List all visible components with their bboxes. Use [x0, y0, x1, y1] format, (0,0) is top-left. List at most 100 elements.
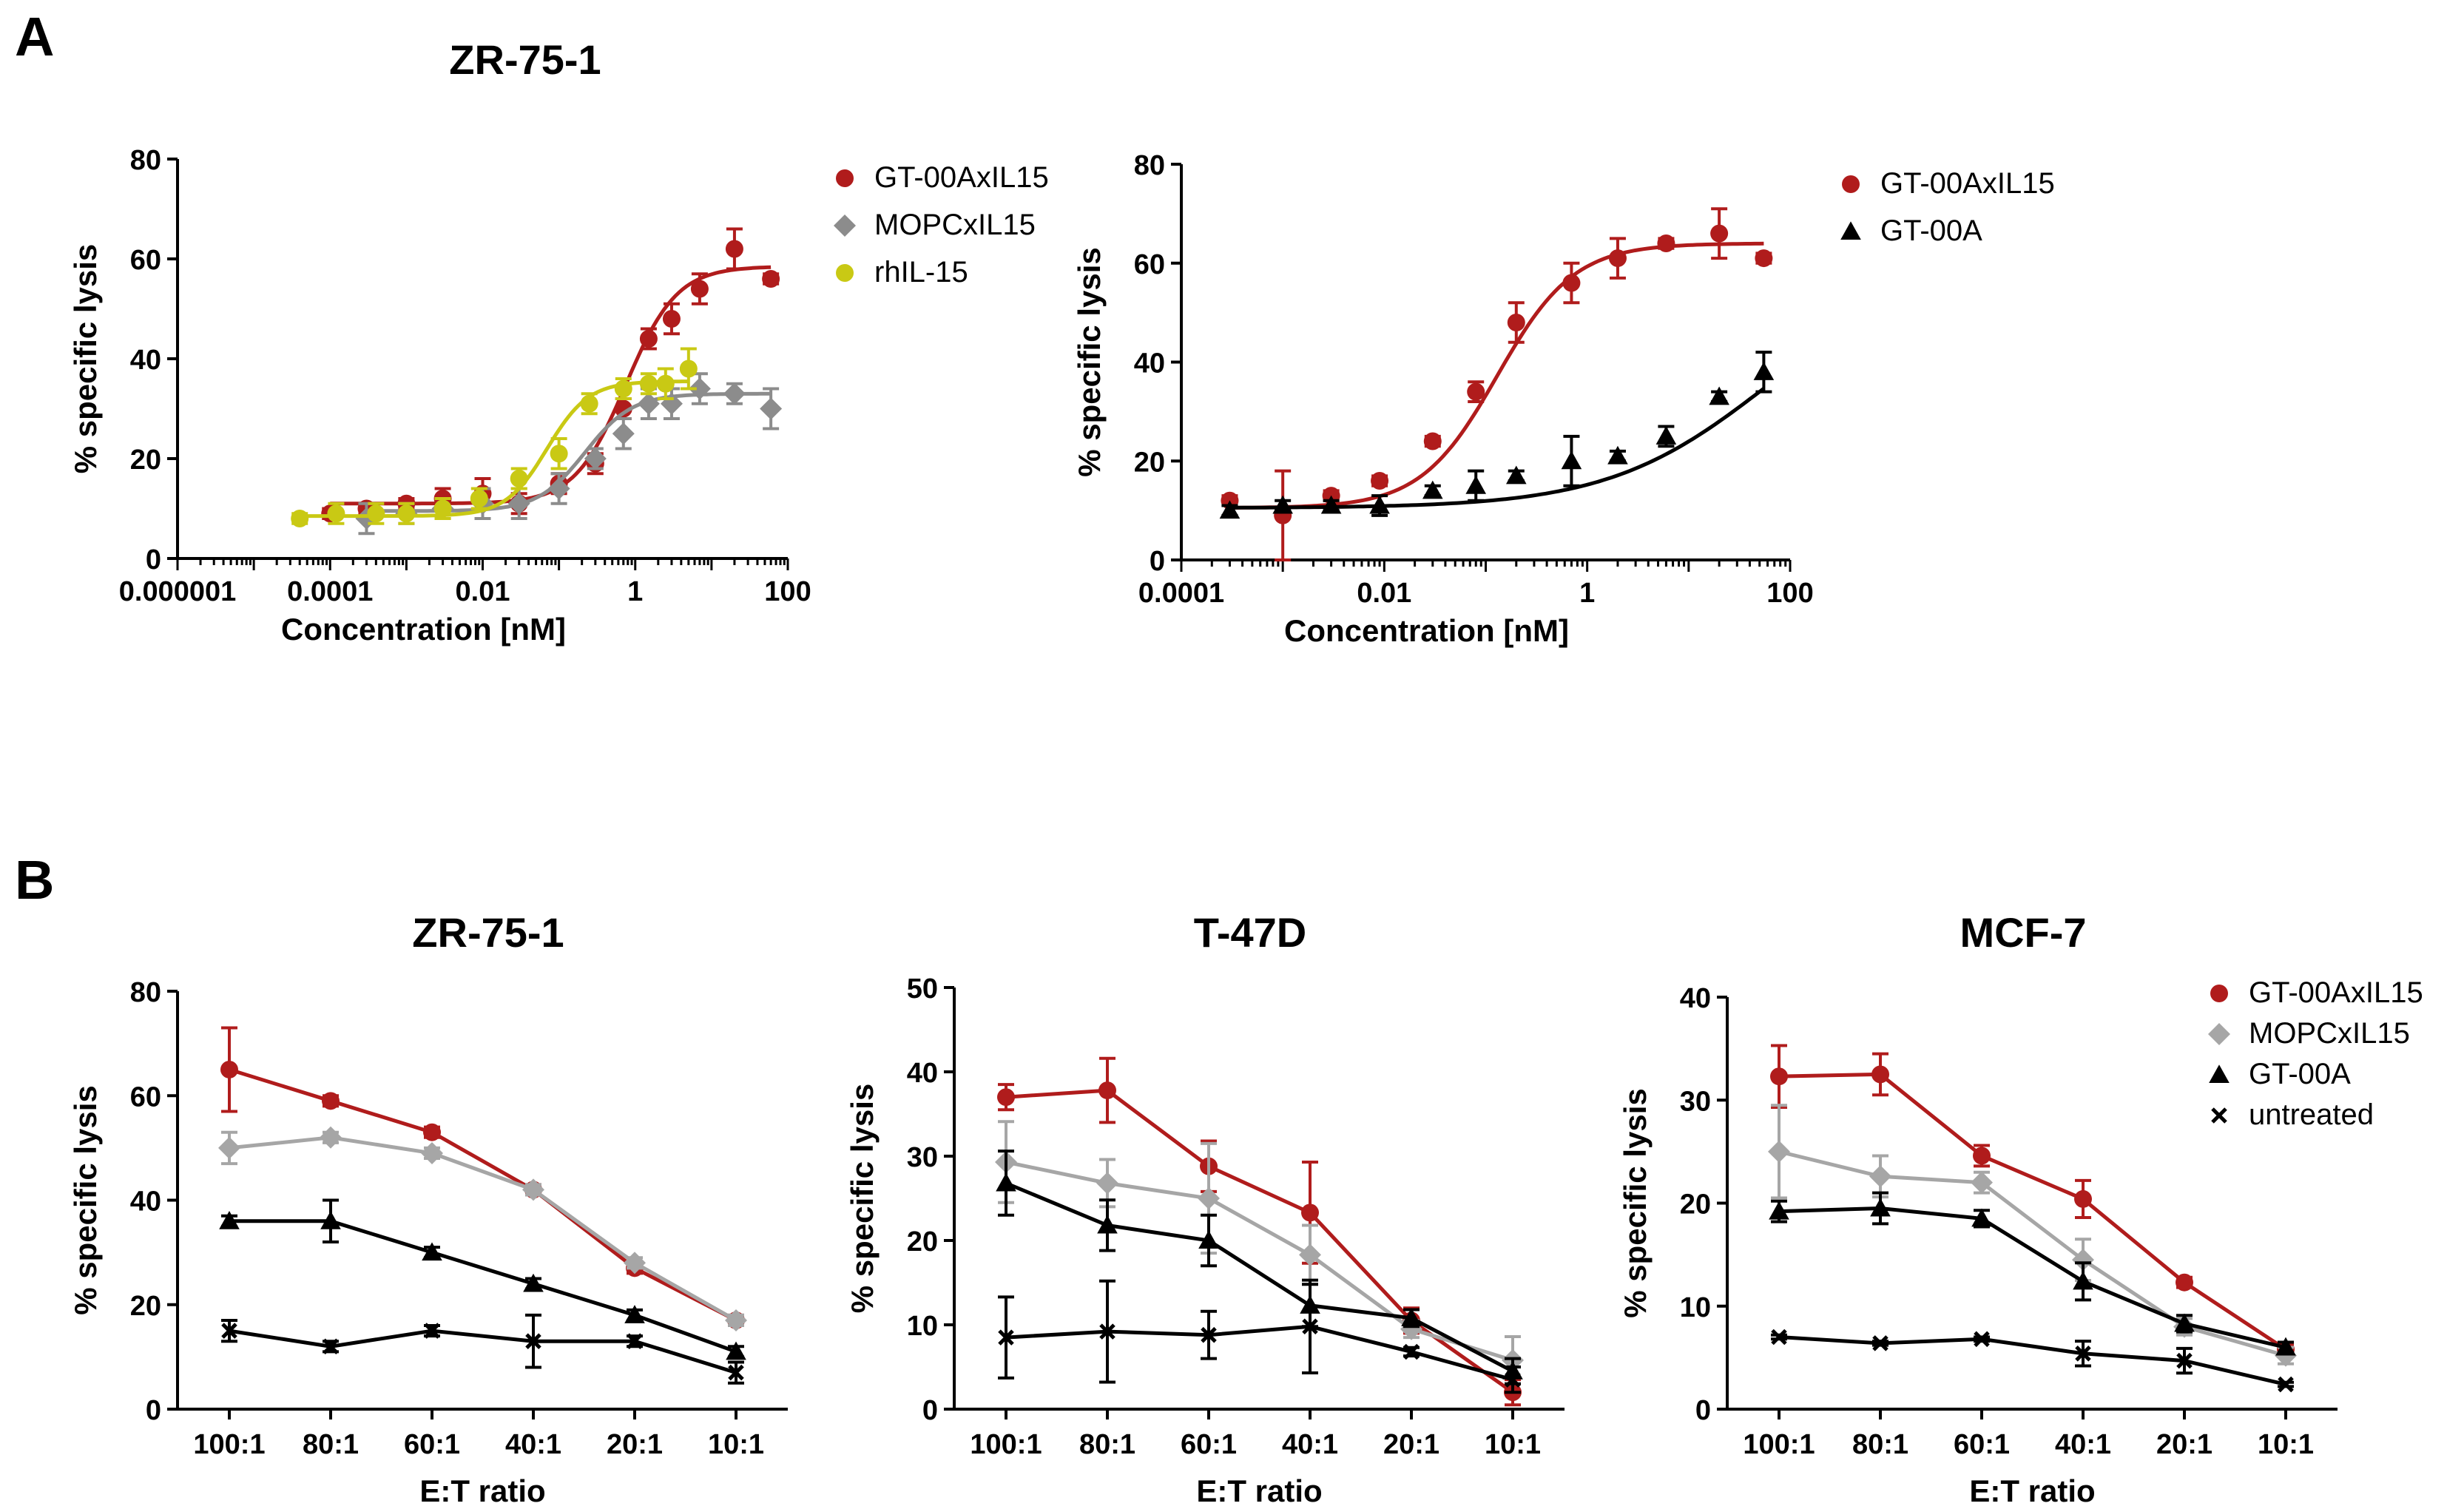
- data-point: [1607, 445, 1628, 465]
- legend-label: GT-00AxIL15: [2249, 976, 2423, 1009]
- series-untreated: [1771, 1329, 2294, 1393]
- y-tick-label: 20: [130, 445, 161, 476]
- data-point: [637, 392, 660, 415]
- y-tick-label: 40: [130, 345, 161, 376]
- x-tick-label: 0.0001: [287, 576, 373, 607]
- series-untreated: [221, 1313, 744, 1385]
- legend-label: MOPCxIL15: [874, 209, 1036, 241]
- data-point: [1423, 432, 1442, 450]
- data-point: [1465, 475, 1487, 494]
- chart-a1-zr751-concentration: ZR-75-1 0 20 40 60 80 0.000001 0.0001 0.01 1 100 Co…: [68, 36, 1049, 647]
- y-tick-label: 20: [907, 1226, 938, 1258]
- y-tick-label: 40: [1134, 348, 1165, 379]
- data-point: [1301, 1204, 1319, 1222]
- x-tick-label: 0.000001: [119, 576, 237, 607]
- legend-marker: [2208, 1023, 2230, 1045]
- data-point: [688, 377, 711, 400]
- data-point: [218, 1136, 240, 1159]
- data-point: [1770, 1067, 1788, 1086]
- series-gt-00axil15: [997, 1056, 1522, 1407]
- legend-label: MOPCxIL15: [2249, 1017, 2410, 1050]
- data-point: [997, 1088, 1015, 1107]
- x-tick-label: 100:1: [970, 1429, 1042, 1460]
- data-point: [1870, 1198, 1891, 1217]
- data-point: [1505, 1371, 1521, 1388]
- series-line: [229, 1219, 737, 1354]
- x-axis-label: Concentration [nM]: [281, 612, 566, 647]
- x-tick-label: 40:1: [2055, 1429, 2111, 1460]
- chart-b1-zr751-et-ratio: ZR-75-1 0 20 40 60 80 100:1 80:1 60:1 40:1 20:1 10:…: [68, 909, 788, 1508]
- y-axis-label: % specific lysis: [1072, 247, 1107, 477]
- data-point: [1369, 495, 1390, 514]
- data-point: [1971, 1171, 1993, 1194]
- x-tick-label: 80:1: [1852, 1429, 1908, 1460]
- x-tick-label: 100:1: [1743, 1429, 1815, 1460]
- data-point: [614, 399, 632, 418]
- data-point: [1320, 495, 1342, 514]
- y-tick-label: 20: [1680, 1189, 1711, 1221]
- data-point: [1272, 495, 1293, 514]
- data-point: [522, 1178, 544, 1201]
- data-point: [624, 1252, 646, 1275]
- data-point: [728, 1364, 744, 1381]
- y-tick-label: 10: [1680, 1292, 1711, 1323]
- y-tick-label: 0: [922, 1395, 938, 1426]
- data-point: [550, 445, 568, 463]
- series-line: [229, 1135, 737, 1323]
- series-line: [229, 1067, 737, 1323]
- series-gt-00a: [219, 1198, 746, 1360]
- legend-label: GT-00A: [2249, 1058, 2351, 1090]
- series-line: [1005, 1324, 1513, 1382]
- y-tick-label: 80: [130, 145, 161, 176]
- y-tick-label: 40: [1680, 983, 1711, 1014]
- x-axis-label: E:T ratio: [1969, 1473, 2095, 1508]
- data-point: [723, 382, 746, 405]
- data-point: [1657, 234, 1675, 252]
- data-point: [1505, 465, 1527, 485]
- y-tick-label: 20: [1134, 447, 1165, 478]
- data-point: [612, 422, 635, 445]
- legend-label: GT-00A: [1880, 215, 1982, 247]
- y-tick-label: 60: [1134, 249, 1165, 280]
- data-point: [2074, 1189, 2092, 1208]
- series-line: [1005, 1088, 1514, 1394]
- data-point: [1201, 1326, 1217, 1343]
- data-point: [510, 470, 528, 487]
- data-point: [2275, 1337, 2296, 1356]
- y-axis-label: % specific lysis: [845, 1084, 880, 1314]
- series-mopcxil15: [1768, 1104, 2297, 1367]
- y-axis-label: % specific lysis: [68, 1085, 103, 1315]
- legend: GT-00AxIL15 MOPCxIL15 GT-00A untreated: [2208, 976, 2423, 1131]
- y-axis-label: % specific lysis: [68, 244, 103, 474]
- data-point: [580, 394, 598, 413]
- panel-label-a: A: [15, 6, 54, 67]
- data-point: [424, 1323, 440, 1339]
- legend: GT-00AxIL15 GT-00A: [1840, 167, 2055, 247]
- y-tick-label: 50: [907, 973, 938, 1005]
- data-point: [1753, 362, 1775, 380]
- x-tick-label: 0.0001: [1138, 578, 1224, 609]
- data-point: [679, 359, 698, 378]
- chart-title: MCF-7: [1960, 909, 2086, 956]
- x-tick-label: 10:1: [2258, 1429, 2314, 1460]
- data-point: [1422, 480, 1443, 499]
- panel-label-b: B: [15, 849, 54, 911]
- data-point: [1608, 249, 1627, 268]
- legend-label: untreated: [2249, 1098, 2374, 1131]
- x-tick-label: 100:1: [193, 1429, 265, 1460]
- x-tick-label: 0.01: [456, 576, 510, 607]
- series-gt-00a: [1219, 351, 1775, 519]
- data-point: [762, 270, 780, 288]
- series-mopcxil15: [218, 1126, 747, 1331]
- data-point: [1098, 1081, 1116, 1100]
- series-rhil-15: [291, 347, 698, 527]
- legend-marker: [836, 264, 854, 282]
- data-point: [1302, 1318, 1318, 1335]
- data-point: [320, 1210, 341, 1229]
- legend-marker: [1842, 175, 1860, 193]
- x-tick-label: 40:1: [1282, 1429, 1338, 1460]
- y-tick-label: 40: [130, 1186, 161, 1218]
- series-line: [1005, 1181, 1514, 1373]
- fit-curve: [366, 391, 772, 513]
